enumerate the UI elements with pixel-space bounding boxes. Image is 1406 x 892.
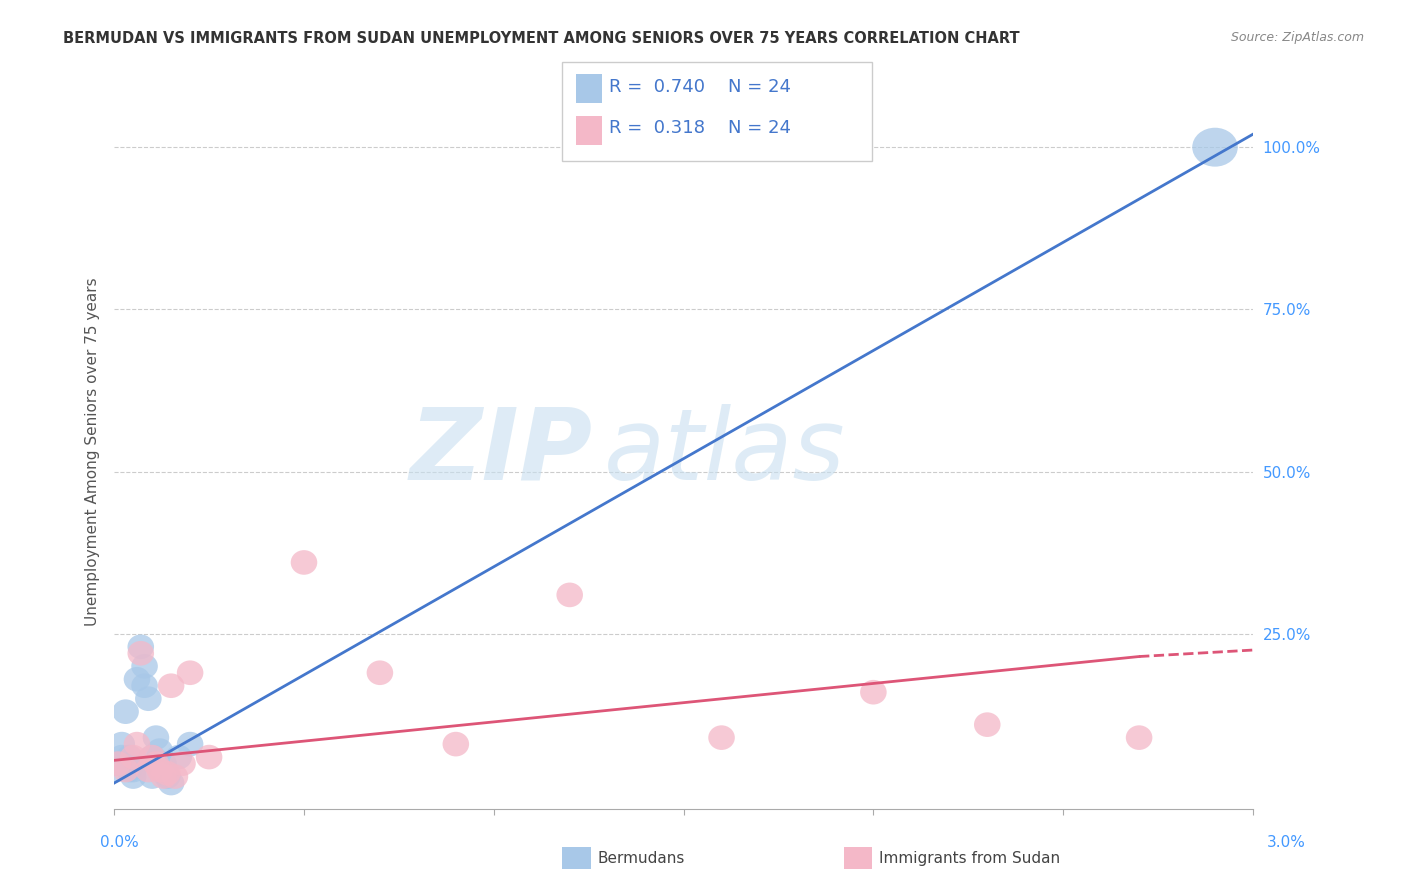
Ellipse shape [162, 764, 188, 789]
Text: R =  0.318    N = 24: R = 0.318 N = 24 [609, 120, 790, 137]
Text: atlas: atlas [603, 404, 845, 500]
Text: Bermudans: Bermudans [598, 851, 685, 865]
Ellipse shape [108, 745, 135, 770]
Ellipse shape [139, 745, 166, 770]
Ellipse shape [177, 731, 204, 756]
Ellipse shape [131, 654, 157, 679]
Ellipse shape [291, 550, 318, 574]
Ellipse shape [120, 745, 146, 770]
Ellipse shape [155, 761, 180, 786]
Ellipse shape [166, 745, 193, 770]
Ellipse shape [124, 731, 150, 756]
Ellipse shape [150, 751, 177, 776]
Text: Source: ZipAtlas.com: Source: ZipAtlas.com [1230, 31, 1364, 45]
Ellipse shape [157, 673, 184, 698]
Ellipse shape [155, 764, 180, 789]
Ellipse shape [103, 757, 129, 782]
Ellipse shape [124, 667, 150, 691]
Ellipse shape [142, 725, 169, 750]
Ellipse shape [135, 686, 162, 711]
Ellipse shape [709, 725, 735, 750]
Ellipse shape [128, 634, 155, 659]
Ellipse shape [1192, 128, 1237, 167]
Text: 0.0%: 0.0% [100, 836, 139, 850]
Ellipse shape [112, 699, 139, 724]
Ellipse shape [135, 757, 162, 782]
Ellipse shape [112, 757, 139, 782]
Ellipse shape [367, 660, 394, 685]
Ellipse shape [974, 713, 1001, 737]
Text: Immigrants from Sudan: Immigrants from Sudan [879, 851, 1060, 865]
Ellipse shape [104, 751, 131, 776]
Ellipse shape [120, 764, 146, 789]
Ellipse shape [860, 680, 887, 705]
Ellipse shape [108, 731, 135, 756]
Ellipse shape [195, 745, 222, 770]
Ellipse shape [1126, 725, 1153, 750]
Ellipse shape [139, 745, 166, 770]
Ellipse shape [443, 731, 470, 756]
Ellipse shape [104, 751, 131, 776]
Text: R =  0.740    N = 24: R = 0.740 N = 24 [609, 78, 790, 95]
Ellipse shape [139, 764, 166, 789]
Ellipse shape [142, 751, 169, 776]
Text: BERMUDAN VS IMMIGRANTS FROM SUDAN UNEMPLOYMENT AMONG SENIORS OVER 75 YEARS CORRE: BERMUDAN VS IMMIGRANTS FROM SUDAN UNEMPL… [63, 31, 1019, 46]
Ellipse shape [120, 757, 146, 782]
Ellipse shape [146, 757, 173, 782]
Ellipse shape [177, 660, 204, 685]
Ellipse shape [557, 582, 583, 607]
Y-axis label: Unemployment Among Seniors over 75 years: Unemployment Among Seniors over 75 years [86, 277, 100, 626]
Ellipse shape [157, 771, 184, 796]
Ellipse shape [128, 641, 155, 665]
Text: ZIP: ZIP [409, 404, 592, 500]
Ellipse shape [169, 751, 195, 776]
Ellipse shape [117, 757, 142, 782]
Ellipse shape [131, 673, 157, 698]
Ellipse shape [150, 764, 177, 789]
Ellipse shape [146, 739, 173, 763]
Text: 3.0%: 3.0% [1267, 836, 1306, 850]
Ellipse shape [117, 745, 142, 770]
